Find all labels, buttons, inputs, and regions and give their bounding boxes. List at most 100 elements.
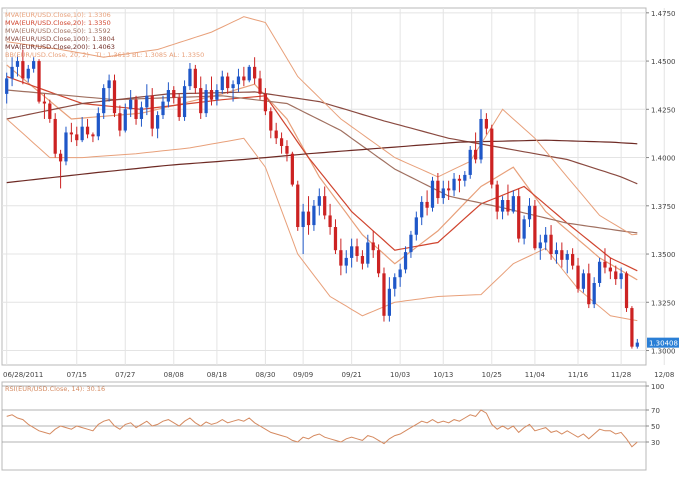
candle — [193, 64, 197, 94]
date-tick-label: 10/03 — [390, 371, 410, 379]
candle — [301, 203, 305, 255]
candle — [484, 113, 489, 135]
candle — [253, 57, 257, 85]
candle — [447, 180, 451, 201]
price-tick-label: 1.4000 — [651, 155, 676, 163]
candle-body — [441, 188, 445, 199]
candle — [355, 238, 359, 262]
candle — [452, 172, 456, 197]
candle — [517, 188, 521, 243]
candle-body — [565, 254, 569, 260]
date-tick-label: 07/27 — [115, 371, 135, 379]
candle — [339, 238, 343, 276]
date-tick-label: 08/08 — [164, 371, 184, 379]
candle — [527, 198, 532, 228]
date-tick-label: 08/30 — [255, 371, 275, 379]
candle-body — [576, 265, 580, 289]
candle — [425, 190, 429, 216]
candle — [107, 74, 111, 102]
candle-body — [285, 145, 289, 154]
candle-body — [112, 80, 117, 114]
candle-body — [258, 78, 262, 94]
candle — [371, 230, 375, 258]
candle — [75, 126, 79, 146]
candle-body — [301, 211, 305, 228]
candle-body — [150, 95, 154, 129]
date-tick-label: 11/04 — [525, 371, 546, 379]
date-tick-label: 12/08 — [654, 371, 674, 379]
candle-body — [107, 80, 111, 89]
candle — [312, 200, 316, 231]
candle — [64, 126, 68, 166]
candle — [129, 90, 133, 118]
candle — [376, 244, 381, 278]
overlay-line-1 — [6, 75, 638, 272]
price-tick-label: 1.3250 — [651, 299, 676, 307]
candle-body — [242, 76, 246, 81]
candle-body — [317, 196, 321, 206]
candle — [290, 151, 294, 187]
candle-body — [614, 271, 618, 280]
candle-body — [479, 118, 483, 160]
candle-body — [58, 153, 63, 162]
candle — [247, 64, 251, 83]
candle — [554, 242, 559, 264]
candle — [182, 80, 187, 121]
last-price-badge — [647, 337, 679, 348]
candle — [581, 269, 586, 293]
rsi-tick-label: 70 — [651, 407, 660, 415]
candle — [296, 180, 300, 231]
candle — [360, 250, 365, 270]
candle-body — [393, 277, 397, 289]
candle — [382, 267, 386, 322]
candle-body — [166, 90, 171, 102]
date-tick-label: 10/13 — [433, 371, 453, 379]
candle-body — [64, 132, 68, 162]
candle — [323, 186, 327, 220]
candle — [436, 172, 440, 204]
candlesticks — [5, 49, 639, 349]
candle — [118, 105, 122, 137]
candle-body — [544, 234, 548, 243]
candle-body — [80, 126, 84, 141]
date-tick-label: 06/28/2011 — [3, 371, 43, 379]
candle — [603, 248, 607, 274]
date-tick-label: 09/21 — [342, 371, 362, 379]
candle — [80, 117, 84, 143]
candle-body — [490, 128, 494, 185]
candle-body — [603, 261, 607, 268]
candle — [274, 122, 278, 145]
legend-entry: MVA(EUR/USD.Close,50): 1.3592 — [5, 27, 111, 35]
candle — [576, 257, 580, 293]
date-tick-label: 09/09 — [293, 371, 313, 379]
legend-entry: MVA(EUR/USD.Close,10): 1.3306 — [5, 11, 111, 19]
date-tick-label: 11/28 — [611, 371, 631, 379]
candle-body — [42, 101, 47, 104]
candle-body — [619, 273, 623, 280]
candle-body — [350, 246, 354, 258]
legend-entry: BB(EUR/USD.Close, 20, 2) - TL: 1.3615 BL… — [5, 51, 204, 59]
candle-body — [236, 76, 241, 85]
candle — [366, 234, 370, 268]
candle-body — [376, 250, 381, 274]
candle-body — [161, 101, 165, 116]
candle-body — [522, 219, 526, 239]
candle-body — [199, 88, 203, 114]
candle-body — [69, 132, 73, 135]
candle-body — [37, 61, 41, 102]
overlay-line-6 — [6, 118, 638, 322]
candle — [614, 265, 618, 285]
candle — [306, 196, 311, 235]
candle-body — [452, 178, 456, 191]
date-tick-label: 07/15 — [67, 371, 87, 379]
rsi-tick-label: 100 — [651, 383, 664, 391]
price-tick-label: 1.4500 — [651, 58, 676, 66]
candle-body — [279, 138, 284, 146]
overlay-layer — [6, 16, 638, 322]
date-tick-label: 08/18 — [207, 371, 227, 379]
candle — [172, 86, 176, 104]
candle — [409, 230, 413, 258]
candle-body — [425, 201, 429, 208]
candle — [619, 267, 623, 289]
